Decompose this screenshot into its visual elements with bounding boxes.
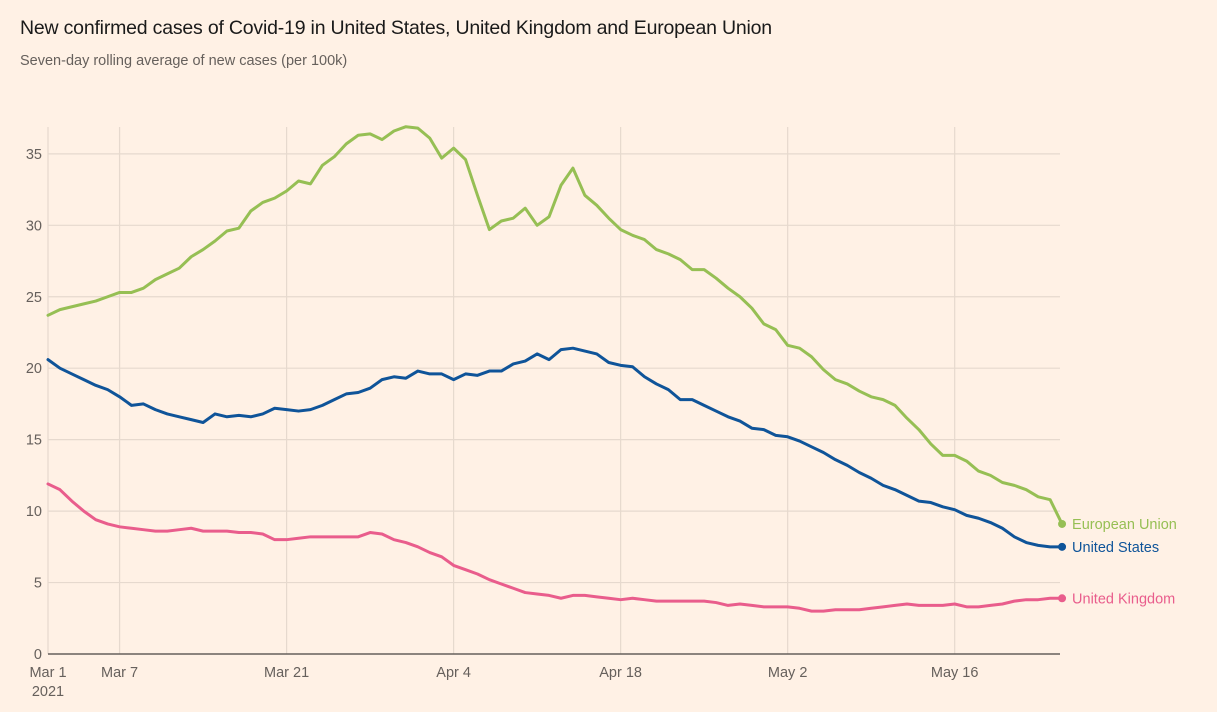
y-tick-label: 30 — [26, 218, 42, 234]
gridlines — [47, 127, 1060, 654]
x-tick-label: Mar 21 — [264, 665, 309, 681]
end-marker-united-states — [1058, 542, 1067, 551]
x-tick-label: Apr 4 — [436, 665, 471, 681]
series-line-united-kingdom — [46, 482, 1064, 613]
series-line-united-states — [46, 346, 1064, 549]
end-marker-united-kingdom — [1058, 594, 1067, 603]
end-label-european-union: European Union — [1072, 517, 1177, 533]
y-tick-label: 15 — [26, 433, 42, 449]
x-tick-sublabel: 2021 — [32, 684, 64, 700]
y-tick-label: 10 — [26, 504, 42, 520]
x-tick-label: May 2 — [768, 665, 808, 681]
y-tick-label: 35 — [26, 147, 42, 163]
y-tick-label: 25 — [26, 290, 42, 306]
x-tick-label: Mar 7 — [101, 665, 138, 681]
end-labels: European Union United States United Kingdo… — [1072, 517, 1177, 607]
y-tick-label: 5 — [34, 576, 42, 592]
x-tick-label: Mar 1 — [29, 665, 66, 681]
series-line-european-union — [46, 125, 1064, 526]
end-label-united-states: United States — [1072, 540, 1159, 556]
chart-subtitle: Seven-day rolling average of new cases (… — [20, 53, 348, 69]
x-tick-label: Apr 18 — [599, 665, 642, 681]
y-tick-label: 20 — [26, 361, 42, 377]
end-label-united-kingdom: United Kingdom — [1072, 591, 1175, 607]
end-marker-european-union — [1058, 519, 1067, 528]
series-lines — [46, 125, 1067, 613]
chart-title: New confirmed cases of Covid-19 in Unite… — [20, 17, 772, 39]
x-tick-label: May 16 — [931, 665, 979, 681]
y-tick-label: 0 — [34, 647, 42, 663]
axes: 0 5 10 15 20 25 30 35 Mar 1 2021 Mar 7 Mar 21 Apr 4 A… — [26, 147, 1060, 700]
